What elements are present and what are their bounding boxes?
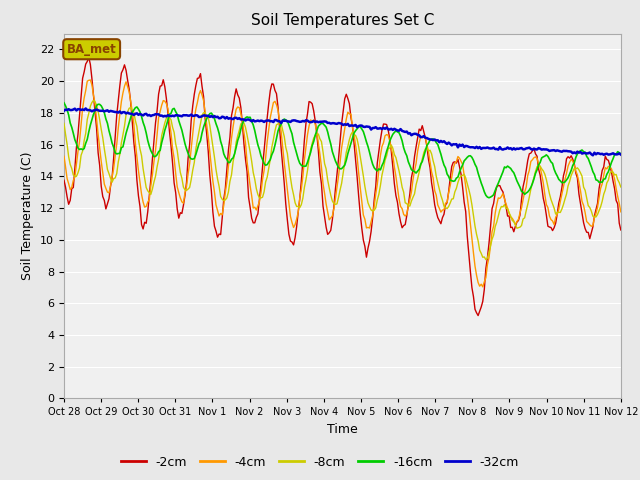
Title: Soil Temperatures Set C: Soil Temperatures Set C	[251, 13, 434, 28]
Text: BA_met: BA_met	[67, 43, 116, 56]
Y-axis label: Soil Temperature (C): Soil Temperature (C)	[22, 152, 35, 280]
X-axis label: Time: Time	[327, 423, 358, 436]
Legend: -2cm, -4cm, -8cm, -16cm, -32cm: -2cm, -4cm, -8cm, -16cm, -32cm	[116, 451, 524, 474]
